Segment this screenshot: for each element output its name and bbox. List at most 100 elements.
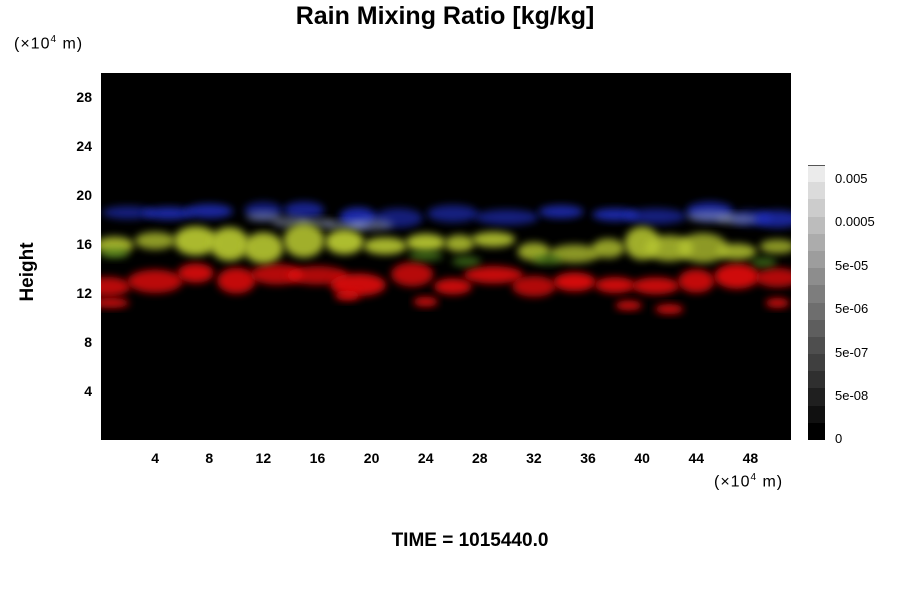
blue-rain-blob	[185, 204, 233, 219]
red-rain-blob	[101, 297, 130, 308]
light-rain-wisp	[716, 214, 758, 225]
green-rain-blob	[533, 254, 562, 265]
y-tick-label: 16	[76, 236, 92, 253]
colorbar-swatch	[808, 233, 825, 251]
colorbar-label: 5e-08	[835, 388, 869, 403]
colorbar-swatch	[808, 250, 825, 269]
yellow-green-rain-blob	[592, 238, 625, 258]
red-rain-blob	[463, 266, 524, 284]
green-rain-blob	[751, 257, 777, 268]
colorbar-label: 0.005	[835, 171, 868, 186]
y-tick-label: 4	[84, 383, 92, 400]
y-axis-unit: (×104 m)	[14, 34, 84, 53]
x-tick-label: 4	[151, 450, 159, 466]
red-rain-blob	[755, 267, 791, 288]
time-label: TIME = 1015440.0	[391, 530, 549, 551]
red-rain-blob	[654, 304, 684, 315]
green-rain-blob	[101, 248, 130, 259]
yellow-green-rain-blob	[405, 233, 446, 252]
colorbar-label: 5e-06	[835, 301, 869, 316]
blue-rain-blob	[475, 209, 539, 226]
red-rain-blob	[217, 267, 256, 294]
red-rain-blob	[330, 273, 386, 297]
light-rain-wisp	[349, 219, 394, 231]
yellow-green-rain-blob	[471, 231, 516, 248]
yellow-green-rain-blob	[283, 223, 325, 258]
red-rain-blob	[127, 269, 183, 293]
x-axis-unit: (×104 m)	[714, 472, 784, 491]
y-tick-label: 24	[76, 138, 92, 155]
x-tick-label: 48	[742, 450, 759, 466]
x-tick-label: 28	[472, 450, 488, 466]
x-tick-label: 40	[634, 450, 650, 466]
colorbar-swatch	[808, 336, 825, 355]
green-rain-blob	[451, 256, 481, 267]
y-tick-label: 8	[84, 334, 92, 351]
plot-area	[101, 73, 791, 440]
colorbar-label: 5e-07	[835, 345, 869, 360]
rain-field-image	[101, 201, 791, 315]
red-rain-blob	[512, 275, 556, 297]
blue-rain-blob	[538, 205, 584, 219]
red-rain-blob	[177, 263, 214, 283]
colorbar-swatch	[808, 388, 825, 406]
red-rain-blob	[553, 272, 596, 292]
yellow-green-rain-blob	[444, 234, 475, 252]
yellow-green-rain-blob	[325, 229, 364, 255]
red-rain-blob	[615, 300, 643, 311]
yellow-green-rain-blob	[173, 226, 218, 256]
colorbar-swatch	[808, 268, 825, 286]
yellow-green-rain-blob	[363, 237, 407, 255]
yellow-green-rain-blob	[759, 239, 791, 254]
red-rain-blob	[390, 262, 434, 287]
red-rain-blob	[765, 297, 790, 308]
yellow-green-rain-blob	[549, 244, 601, 263]
colorbar-label: 0.0005	[835, 214, 875, 229]
yellow-green-rain-blob	[210, 227, 250, 261]
colorbar-swatch	[808, 422, 825, 440]
colorbar-label: 0	[835, 431, 843, 446]
red-rain-blob	[413, 296, 439, 307]
x-tick-label: 20	[363, 450, 380, 466]
y-tick-label: 12	[76, 285, 92, 302]
blue-rain-blob	[283, 201, 325, 219]
colorbar-swatch	[808, 285, 825, 303]
y-axis-label: Height	[17, 242, 38, 302]
colorbar-swatch	[808, 199, 825, 217]
blue-rain-blob	[427, 204, 479, 223]
green-rain-blob	[408, 250, 444, 261]
blue-rain-blob	[102, 206, 154, 220]
x-tick-label: 24	[417, 450, 434, 466]
x-tick-label: 44	[688, 450, 705, 466]
yellow-green-rain-blob	[717, 243, 757, 260]
yellow-green-rain-blob	[134, 232, 176, 250]
colorbar-swatch	[808, 165, 825, 183]
colorbar-label: 5e-05	[835, 258, 869, 273]
colorbar-swatch	[808, 354, 825, 372]
red-rain-blob	[714, 263, 760, 289]
light-rain-wisp	[246, 211, 281, 222]
x-tick-label: 8	[205, 450, 214, 466]
x-tick-label: 36	[580, 450, 596, 466]
x-tick-label: 12	[255, 450, 272, 466]
colorbar-swatch	[808, 302, 825, 320]
colorbar-swatch	[808, 216, 825, 234]
x-tick-label: 16	[309, 450, 326, 466]
colorbar	[808, 165, 825, 440]
blue-rain-blob	[625, 208, 687, 225]
red-rain-blob	[334, 290, 360, 301]
y-tick-label: 28	[76, 89, 92, 106]
colorbar-swatch	[808, 371, 825, 389]
blue-rain-blob	[143, 206, 194, 220]
red-rain-blob	[433, 278, 472, 295]
chart-title: Rain Mixing Ratio [kg/kg]	[295, 2, 595, 30]
colorbar-swatch	[808, 405, 825, 423]
red-rain-blob	[101, 276, 131, 297]
colorbar-swatch	[808, 319, 825, 337]
y-tick-label: 20	[76, 187, 92, 204]
red-rain-blob	[594, 277, 636, 294]
blue-rain-blob	[753, 210, 791, 228]
yellow-green-rain-blob	[678, 233, 728, 263]
red-rain-blob	[678, 269, 715, 293]
yellow-green-rain-blob	[243, 232, 284, 264]
